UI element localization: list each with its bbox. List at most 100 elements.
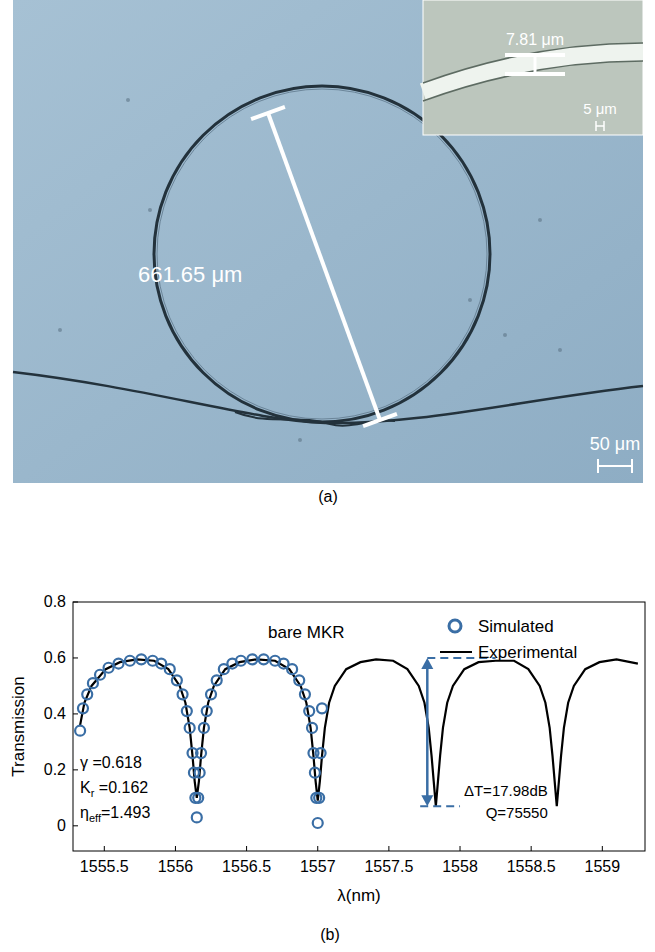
legend-line: [440, 651, 472, 653]
y-tick-label: 0: [57, 817, 66, 834]
delta-t-label: ΔT=17.98dB: [464, 782, 548, 799]
simulated-point: [310, 768, 320, 778]
simulated-point: [307, 723, 317, 733]
simulated-point: [104, 663, 114, 673]
experimental-line: [80, 659, 638, 806]
x-tick: [388, 846, 389, 851]
x-tick: [104, 846, 105, 851]
parameter-symbol: K: [80, 779, 91, 796]
panel-b: 00.20.40.60.81555.515561556.515571557.51…: [9, 593, 645, 943]
inset-bar: [534, 55, 537, 74]
simulated-point: [172, 675, 182, 685]
parameter-value: =1.493: [101, 804, 150, 821]
delta-t-arrow: [426, 666, 429, 798]
simulated-point: [317, 703, 327, 713]
x-tick: [246, 846, 247, 851]
scale-label: 50 μm: [590, 434, 640, 454]
y-tick: [73, 769, 78, 770]
parameter-symbol: γ: [80, 754, 88, 771]
speck: [558, 348, 562, 352]
microfiber-ring: [154, 86, 490, 422]
parameter-subscript: eff: [89, 812, 102, 824]
x-tick-label: 1555.5: [80, 858, 129, 875]
sample-label: bare MKR: [268, 623, 345, 642]
microfiber: [13, 372, 643, 423]
simulated-point: [287, 664, 297, 674]
parameter-label: γ =0.618: [80, 754, 142, 771]
plot-data: [75, 654, 638, 828]
inset-scale-bar: [596, 125, 604, 127]
x-tick: [317, 846, 318, 851]
y-tick: [73, 657, 78, 658]
panel-caption: (b): [320, 926, 340, 943]
inset-scale-bar: [603, 121, 605, 131]
speck: [58, 328, 62, 332]
simulated-point: [82, 689, 92, 699]
x-tick: [460, 846, 461, 851]
inset-fiber-edge: [423, 43, 643, 83]
simulated-point: [125, 656, 135, 666]
inset-fiber-edge: [423, 61, 643, 101]
arrow-head: [421, 795, 433, 806]
x-tick: [602, 846, 603, 851]
y-axis-title: Transmission: [9, 676, 28, 776]
y-tick: [73, 602, 78, 603]
speck: [468, 298, 472, 302]
simulated-point: [192, 812, 202, 822]
parameter-value: =0.162: [94, 779, 148, 796]
simulated-point: [206, 689, 216, 699]
simulated-point: [236, 656, 246, 666]
q-label: Q=75550: [486, 804, 548, 821]
y-tick: [73, 825, 78, 826]
diameter-label: 661.65 μm: [138, 262, 242, 287]
simulated-point: [316, 748, 326, 758]
legend-label: Experimental: [478, 643, 577, 662]
speck: [148, 208, 152, 212]
x-tick: [531, 846, 532, 851]
parameter-label: Kr =0.162: [80, 779, 148, 799]
parameter-label: ηeff=1.493: [80, 804, 150, 824]
simulated-point: [202, 706, 212, 716]
plot-frame: [73, 602, 645, 851]
delta-t-bottom-line: [420, 805, 460, 807]
inset-width-label: 7.81 μm: [506, 31, 564, 48]
micrograph-background: [13, 0, 643, 483]
simulated-point: [185, 723, 195, 733]
legend-marker: [449, 620, 461, 632]
x-tick: [175, 846, 176, 851]
scale-bar: [598, 465, 632, 467]
y-tick-label: 0.2: [44, 761, 66, 778]
y-tick: [73, 713, 78, 714]
x-tick-label: 1558.5: [507, 858, 556, 875]
speck: [538, 218, 542, 222]
simulated-point: [300, 689, 310, 699]
simulated-point: [75, 726, 85, 736]
x-tick-label: 1557.5: [364, 858, 413, 875]
inset-scale-label: 5 μm: [583, 100, 617, 117]
x-tick-label: 1557: [300, 858, 336, 875]
panel-a: 661.65 μm 7.81 μm 5 μm 50 μm (a): [13, 0, 643, 505]
x-tick-label: 1558: [442, 858, 478, 875]
simulated-point: [95, 670, 105, 680]
legend-label: Simulated: [478, 617, 554, 636]
simulated-point: [212, 675, 222, 685]
simulated-point: [165, 664, 175, 674]
simulated-point: [193, 793, 203, 803]
simulated-point: [259, 654, 269, 664]
simulated-point: [294, 675, 304, 685]
x-tick-label: 1556: [158, 858, 194, 875]
inset-scale-bar: [595, 121, 597, 131]
figure: 661.65 μm7.81 μm5 μm50 μm(a)00.20.40.60.…: [0, 0, 655, 952]
simulated-point: [182, 706, 192, 716]
scale-bar: [597, 459, 599, 473]
x-tick-label: 1556.5: [222, 858, 271, 875]
diameter-bar-cap: [251, 107, 285, 119]
parameter-symbol: η: [80, 804, 89, 821]
x-tick-label: 1559: [585, 858, 621, 875]
simulated-point: [78, 703, 88, 713]
diameter-bar: [268, 113, 380, 420]
simulated-point: [314, 793, 324, 803]
simulated-point: [195, 768, 205, 778]
x-axis-title: λ(nm): [337, 886, 380, 905]
panel-caption: (a): [318, 488, 338, 505]
